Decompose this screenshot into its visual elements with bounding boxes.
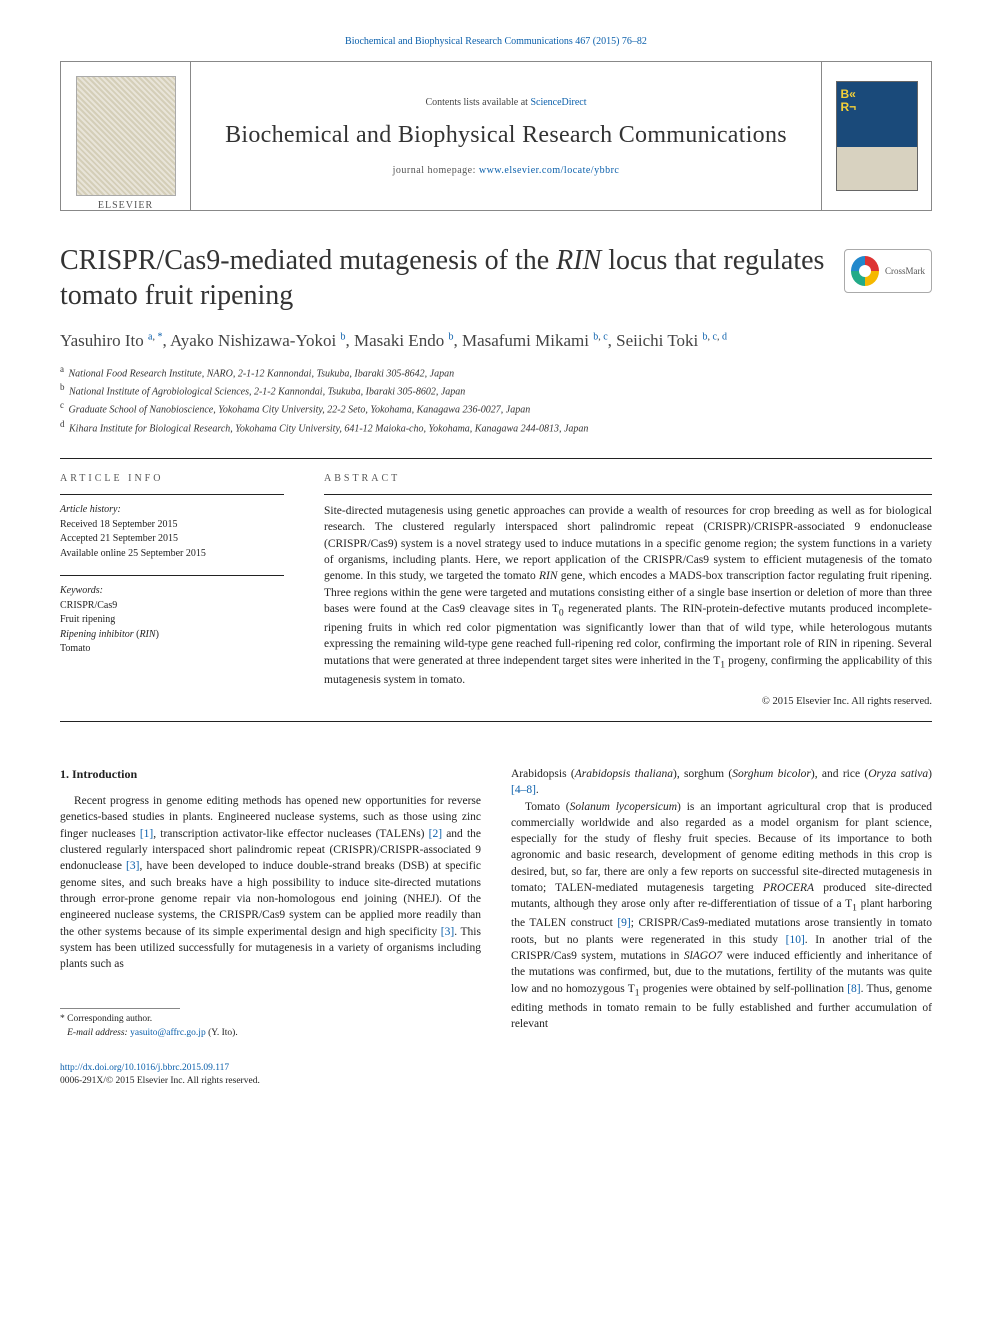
- body-paragraph: Arabidopsis (Arabidopsis thaliana), sorg…: [511, 766, 932, 799]
- doi-block: http://dx.doi.org/10.1016/j.bbrc.2015.09…: [60, 1062, 481, 1089]
- crossmark-icon: [851, 256, 879, 286]
- email-label: E-mail address:: [67, 1028, 128, 1038]
- homepage-line: journal homepage: www.elsevier.com/locat…: [393, 165, 620, 176]
- keywords-heading: Keywords:: [60, 585, 103, 596]
- article-info-label: ARTICLE INFO: [60, 473, 284, 484]
- keywords-block: Keywords: CRISPR/Cas9 Fruit ripening Ripen…: [60, 584, 284, 657]
- body-column-left: 1. Introduction Recent progress in genom…: [60, 766, 481, 1089]
- body-column-right: Arabidopsis (Arabidopsis thaliana), sorg…: [511, 766, 932, 1089]
- abstract-text: Site-directed mutagenesis using genetic …: [324, 503, 932, 688]
- section-rule-bottom: [60, 721, 932, 722]
- journal-name: Biochemical and Biophysical Research Com…: [225, 122, 787, 149]
- abstract-rule: [324, 494, 932, 495]
- homepage-prefix: journal homepage:: [393, 165, 479, 176]
- doi-link[interactable]: http://dx.doi.org/10.1016/j.bbrc.2015.09…: [60, 1063, 229, 1073]
- journal-header-center: Contents lists available at ScienceDirec…: [191, 62, 821, 210]
- section-rule-top: [60, 458, 932, 459]
- publisher-logo-box: [61, 62, 191, 210]
- crossmark-badge[interactable]: CrossMark: [844, 249, 932, 293]
- contents-prefix: Contents lists available at: [425, 97, 530, 108]
- journal-cover-thumb: [836, 81, 918, 191]
- history-heading: Article history:: [60, 504, 121, 515]
- keyword-item: CRISPR/Cas9: [60, 600, 117, 611]
- journal-cover-box: [821, 62, 931, 210]
- keywords-rule: [60, 575, 284, 576]
- affiliation-item: b National Institute of Agrobiological S…: [60, 381, 932, 399]
- corr-email-who: (Y. Ito).: [208, 1028, 238, 1038]
- running-header: Biochemical and Biophysical Research Com…: [60, 36, 932, 47]
- keyword-item: Fruit ripening: [60, 614, 115, 625]
- elsevier-tree-logo: [76, 76, 176, 196]
- corr-label: * Corresponding author.: [60, 1014, 152, 1024]
- issn-line: 0006-291X/© 2015 Elsevier Inc. All right…: [60, 1076, 260, 1086]
- contents-line: Contents lists available at ScienceDirec…: [425, 97, 586, 108]
- affiliation-item: a National Food Research Institute, NARO…: [60, 363, 932, 381]
- keyword-item: Tomato: [60, 643, 90, 654]
- history-online: Available online 25 September 2015: [60, 548, 206, 559]
- article-history: Article history: Received 18 September 2…: [60, 503, 284, 561]
- affiliation-list: a National Food Research Institute, NARO…: [60, 363, 932, 436]
- crossmark-label: CrossMark: [885, 266, 925, 276]
- abstract-label: ABSTRACT: [324, 473, 932, 484]
- corresponding-author-note: * Corresponding author. E-mail address: …: [60, 1013, 481, 1040]
- info-rule: [60, 494, 284, 495]
- intro-heading: 1. Introduction: [60, 766, 481, 783]
- footnote-rule: [60, 1008, 180, 1009]
- journal-header-box: Contents lists available at ScienceDirec…: [60, 61, 932, 211]
- article-title: CRISPR/Cas9-mediated mutagenesis of the …: [60, 243, 826, 313]
- keyword-item: Ripening inhibitor (RIN): [60, 629, 159, 640]
- affiliation-item: d Kihara Institute for Biological Resear…: [60, 418, 932, 436]
- intro-paragraph: Recent progress in genome editing method…: [60, 793, 481, 973]
- history-accepted: Accepted 21 September 2015: [60, 533, 178, 544]
- homepage-link[interactable]: www.elsevier.com/locate/ybbrc: [479, 165, 619, 176]
- abstract-copyright: © 2015 Elsevier Inc. All rights reserved…: [324, 696, 932, 707]
- corr-email-link[interactable]: yasuito@affrc.go.jp: [130, 1028, 206, 1038]
- author-list: Yasuhiro Ito a, *, Ayako Nishizawa-Yokoi…: [60, 329, 932, 353]
- sciencedirect-link[interactable]: ScienceDirect: [530, 97, 586, 108]
- running-header-link[interactable]: Biochemical and Biophysical Research Com…: [345, 36, 647, 47]
- affiliation-item: c Graduate School of Nanobioscience, Yok…: [60, 399, 932, 417]
- history-received: Received 18 September 2015: [60, 519, 177, 530]
- body-paragraph: Tomato (Solanum lycopersicum) is an impo…: [511, 799, 932, 1033]
